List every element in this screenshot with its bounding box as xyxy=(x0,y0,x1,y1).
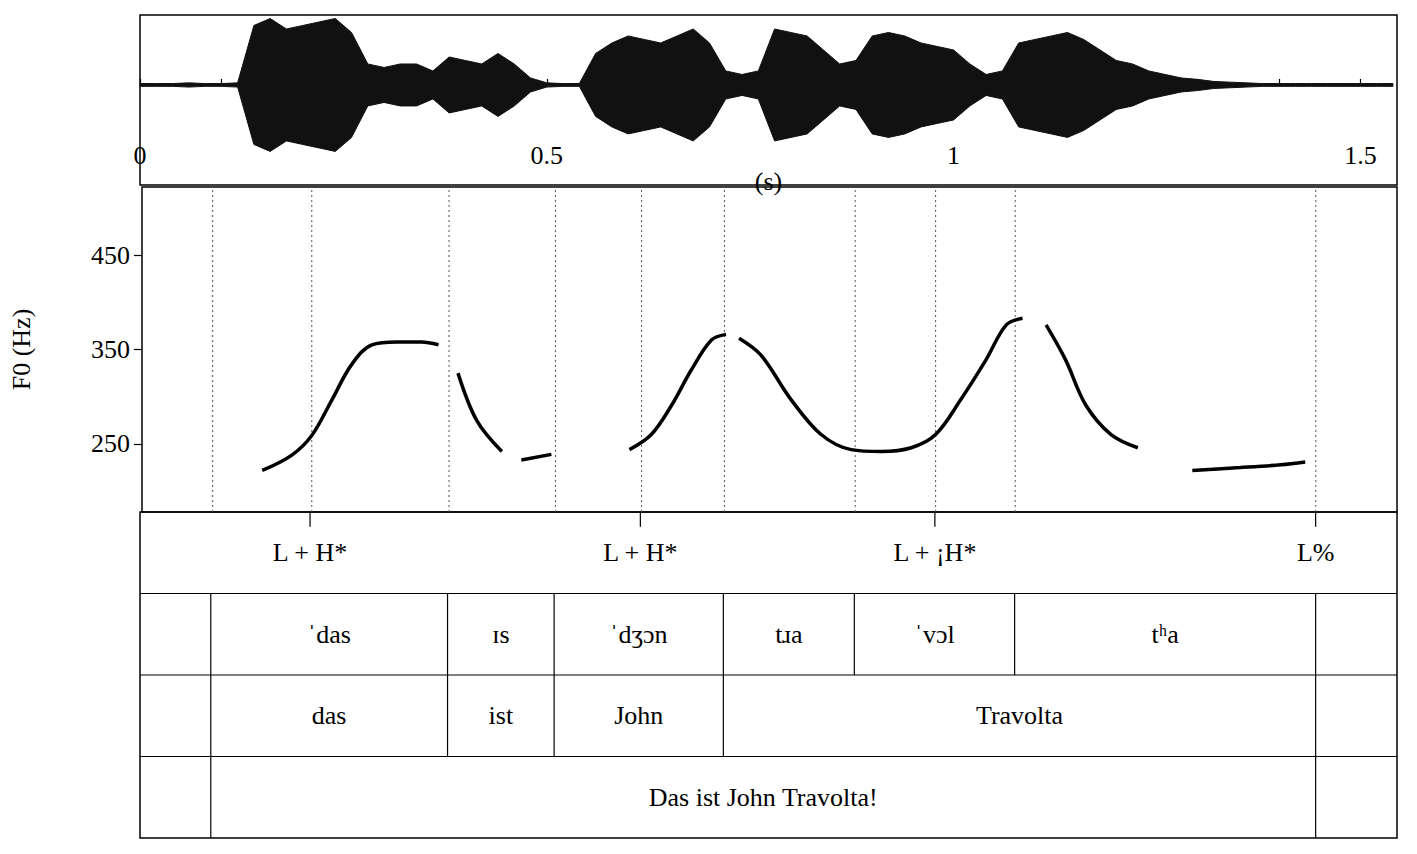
svg-text:ˈvɔl: ˈvɔl xyxy=(914,620,954,649)
svg-text:Das ist John Travolta!: Das ist John Travolta! xyxy=(649,783,878,812)
svg-text:Travolta: Travolta xyxy=(976,701,1064,730)
svg-text:L%: L% xyxy=(1297,538,1335,567)
svg-text:(s): (s) xyxy=(755,167,782,196)
svg-text:John: John xyxy=(614,701,663,730)
svg-text:tʰa: tʰa xyxy=(1152,620,1180,649)
svg-text:ist: ist xyxy=(489,701,514,730)
svg-text:L + H*: L + H* xyxy=(603,538,677,567)
svg-text:ɪs: ɪs xyxy=(492,620,509,649)
svg-text:450: 450 xyxy=(91,241,130,270)
svg-text:ˈdas: ˈdas xyxy=(307,620,350,649)
svg-text:0.5: 0.5 xyxy=(531,141,564,170)
svg-text:1: 1 xyxy=(947,141,960,170)
svg-text:L + H*: L + H* xyxy=(273,538,347,567)
svg-text:350: 350 xyxy=(91,335,130,364)
svg-text:ˈdʒɔn: ˈdʒɔn xyxy=(610,620,668,649)
svg-text:das: das xyxy=(312,701,347,730)
svg-text:250: 250 xyxy=(91,429,130,458)
svg-text:L + ¡H*: L + ¡H* xyxy=(893,538,976,567)
svg-text:F0 (Hz): F0 (Hz) xyxy=(7,309,36,391)
svg-text:tɹa: tɹa xyxy=(775,620,803,649)
svg-text:0: 0 xyxy=(134,141,147,170)
svg-text:1.5: 1.5 xyxy=(1344,141,1377,170)
